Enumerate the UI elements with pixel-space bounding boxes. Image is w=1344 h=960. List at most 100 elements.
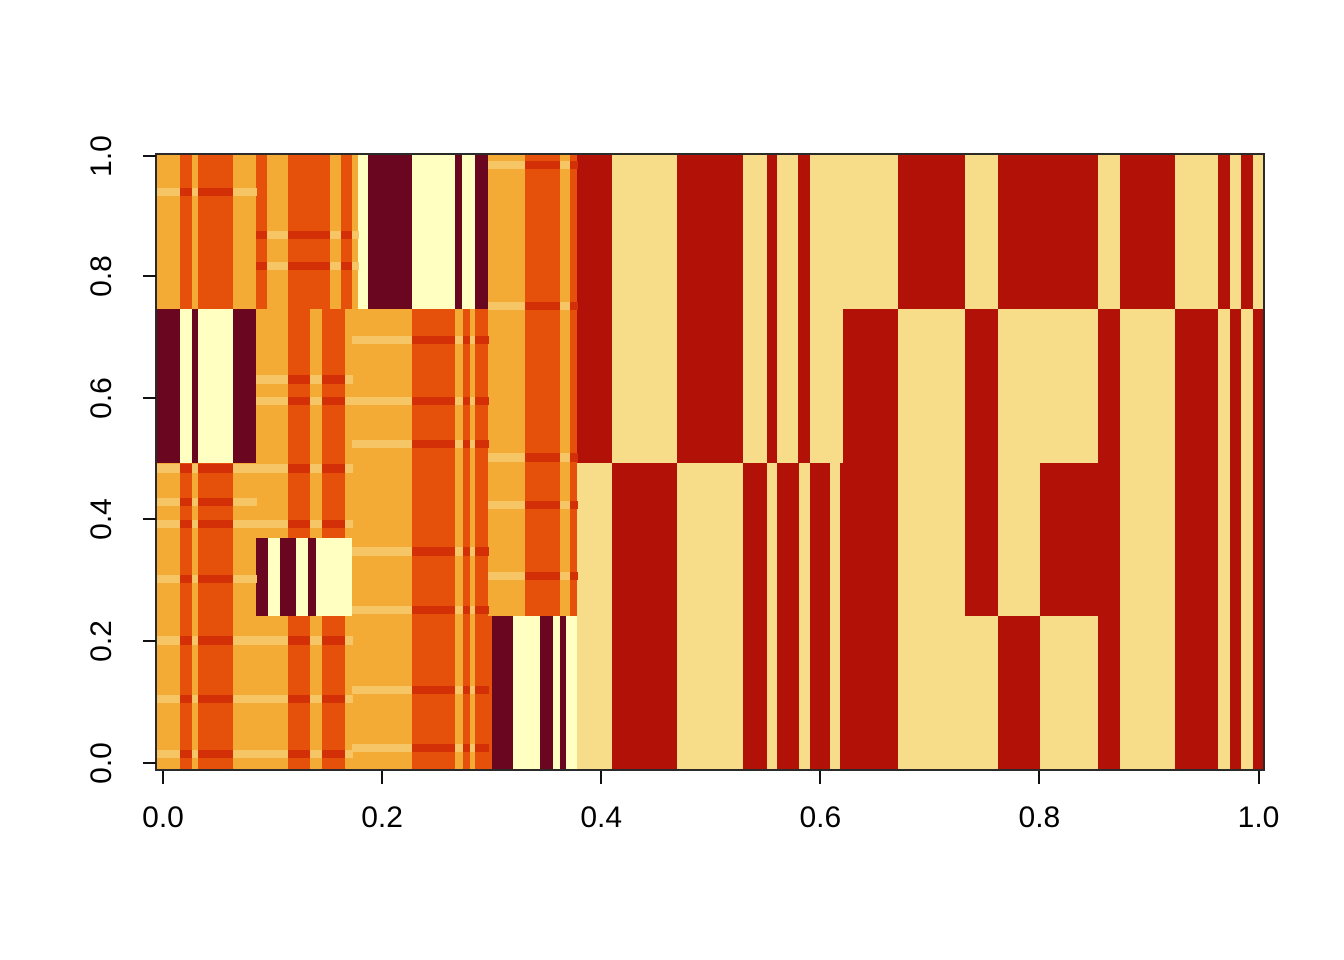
- heat-cell: [569, 462, 578, 538]
- heat-stripe: [287, 261, 331, 270]
- heat-cell: [1217, 308, 1231, 463]
- heat-cell: [1240, 155, 1254, 310]
- heat-cell: [157, 155, 181, 310]
- heat-stripe: [470, 743, 476, 752]
- heat-cell: [677, 615, 744, 769]
- heat-stripe: [287, 231, 331, 240]
- heat-cell: [192, 155, 199, 310]
- heat-stripe: [287, 636, 311, 645]
- heat-stripe: [569, 501, 578, 510]
- heat-cell: [287, 308, 311, 463]
- heat-cell: [998, 615, 1041, 769]
- heat-cell: [809, 155, 899, 310]
- heat-cell: [345, 308, 413, 463]
- heat-cell: [1119, 308, 1176, 463]
- heat-stripe: [463, 547, 471, 556]
- heat-cell: [474, 308, 489, 463]
- x-axis-tick: [600, 771, 603, 784]
- heat-stripe: [267, 231, 289, 240]
- heat-stripe: [454, 439, 464, 449]
- heat-stripe: [198, 694, 234, 703]
- heat-stripe: [463, 439, 471, 449]
- heat-cell: [232, 308, 257, 463]
- heat-cell: [839, 462, 899, 538]
- heat-cell: [1174, 462, 1219, 538]
- heat-cell: [1240, 462, 1254, 538]
- heat-cell: [345, 462, 413, 538]
- heat-cell: [809, 308, 844, 463]
- heat-cell: [1230, 155, 1242, 310]
- heat-cell: [766, 155, 778, 310]
- heat-stripe: [329, 231, 342, 240]
- heat-cell: [798, 308, 811, 463]
- heat-cell: [1253, 308, 1263, 463]
- heat-stripe: [192, 749, 199, 759]
- heat-cell: [577, 462, 613, 538]
- heat-cell: [1040, 536, 1121, 617]
- heat-cell: [560, 308, 571, 463]
- heat-stripe: [232, 519, 257, 528]
- heat-cell: [1217, 155, 1231, 310]
- heat-stripe: [198, 636, 234, 645]
- heat-cell: [560, 462, 571, 538]
- heat-stripe: [322, 396, 346, 406]
- heat-cell: [830, 536, 841, 617]
- heat-stripe: [345, 375, 353, 384]
- heat-cell: [766, 615, 778, 769]
- heat-stripe: [412, 685, 456, 694]
- heat-cell: [809, 462, 831, 538]
- y-axis-tick: [143, 396, 156, 399]
- heat-cell: [965, 462, 999, 538]
- heat-stripe: [488, 301, 526, 310]
- heat-stripe: [180, 519, 193, 528]
- heat-stripe: [351, 396, 413, 406]
- heat-stripe: [198, 498, 234, 507]
- heat-cell: [612, 155, 678, 310]
- heat-cell: [1240, 308, 1254, 463]
- heat-stripe: [345, 519, 353, 528]
- heat-cell: [1240, 615, 1254, 769]
- heat-cell: [357, 155, 369, 310]
- heat-stripe: [157, 464, 181, 473]
- heat-cell: [777, 615, 800, 769]
- heat-cell: [898, 536, 966, 617]
- heat-cell: [412, 155, 456, 310]
- heat-stripe: [351, 547, 413, 556]
- heat-stripe: [454, 547, 464, 556]
- heat-stripe: [345, 749, 353, 759]
- heat-cell: [1230, 536, 1242, 617]
- heat-cell: [462, 155, 476, 310]
- heat-cell: [742, 462, 768, 538]
- heat-stripe: [255, 231, 268, 240]
- heat-cell: [569, 308, 578, 463]
- y-axis-tick: [143, 154, 156, 157]
- heat-stripe: [157, 574, 181, 584]
- heat-cell: [1253, 155, 1263, 310]
- heat-cell: [839, 615, 899, 769]
- heat-stripe: [157, 519, 181, 528]
- heat-stripe: [470, 439, 476, 449]
- heat-stripe: [157, 498, 181, 507]
- heat-cell: [198, 308, 234, 463]
- heat-stripe: [287, 519, 311, 528]
- heat-stripe: [560, 571, 571, 581]
- heat-cell: [677, 536, 744, 617]
- heat-cell: [513, 615, 541, 769]
- heat-stripe: [351, 439, 413, 449]
- heat-stripe: [232, 188, 257, 197]
- heat-cell: [965, 308, 999, 463]
- heat-stripe: [351, 261, 359, 270]
- heat-cell: [569, 155, 578, 310]
- heat-cell: [898, 462, 966, 538]
- heat-stripe: [287, 464, 311, 473]
- heat-cell: [1217, 536, 1231, 617]
- heat-stripe: [463, 396, 471, 406]
- heat-stripe: [157, 749, 181, 759]
- heat-stripe: [470, 605, 476, 614]
- heat-stripe: [322, 636, 346, 645]
- heat-cell: [809, 615, 831, 769]
- heat-cell: [368, 155, 413, 310]
- heat-stripe: [192, 464, 199, 473]
- x-tick-label: 0.8: [1018, 801, 1061, 834]
